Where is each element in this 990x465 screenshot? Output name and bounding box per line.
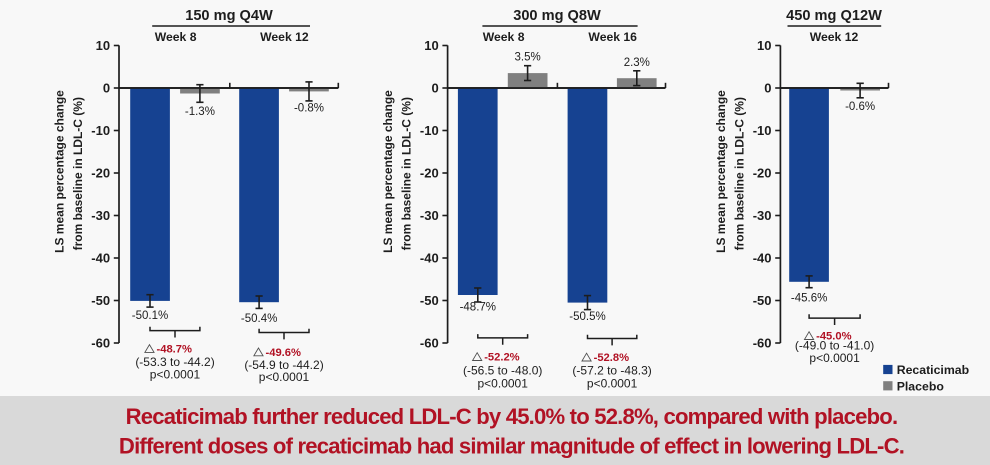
svg-text:Recaticimab: Recaticimab (897, 363, 969, 377)
svg-text:-48.7%: -48.7% (157, 343, 192, 355)
svg-text:-52.2%: -52.2% (484, 352, 519, 364)
svg-text:-50.5%: -50.5% (569, 311, 605, 323)
svg-text:-50: -50 (420, 293, 439, 308)
svg-text:p<0.0001: p<0.0001 (587, 377, 638, 391)
svg-text:LS mean percentage change: LS mean percentage change (53, 90, 67, 253)
svg-text:2.3%: 2.3% (624, 57, 650, 69)
svg-text:10: 10 (757, 38, 771, 53)
svg-text:0: 0 (431, 81, 438, 96)
svg-text:-52.8%: -52.8% (594, 352, 629, 364)
svg-text:10: 10 (96, 38, 110, 53)
svg-text:from baseline in LDL-C (%): from baseline in LDL-C (%) (732, 97, 746, 250)
svg-text:-10: -10 (753, 123, 772, 138)
svg-text:0: 0 (103, 81, 110, 96)
svg-text:-20: -20 (420, 166, 439, 181)
svg-text:3.5%: 3.5% (514, 51, 540, 63)
svg-text:Week 8: Week 8 (155, 30, 197, 44)
svg-text:-1.3%: -1.3% (185, 106, 215, 118)
svg-text:Different doses of recaticimab: Different doses of recaticimab had simil… (119, 433, 904, 458)
svg-text:(-54.9 to -44.2): (-54.9 to -44.2) (244, 358, 323, 372)
svg-text:-45.6%: -45.6% (791, 292, 827, 304)
svg-text:-60: -60 (420, 336, 439, 351)
svg-text:-0.6%: -0.6% (845, 101, 875, 113)
svg-text:0: 0 (764, 81, 771, 96)
svg-text:-45.0%: -45.0% (816, 331, 851, 343)
svg-text:-40: -40 (91, 251, 110, 266)
svg-text:-10: -10 (91, 123, 110, 138)
svg-text:-40: -40 (753, 251, 772, 266)
svg-text:from baseline in LDL-C (%): from baseline in LDL-C (%) (400, 97, 414, 250)
svg-text:-48.7%: -48.7% (460, 302, 496, 314)
svg-text:from baseline in LDL-C (%): from baseline in LDL-C (%) (71, 97, 85, 250)
svg-text:-10: -10 (420, 123, 439, 138)
svg-text:Week 16: Week 16 (588, 30, 637, 44)
svg-text:p<0.0001: p<0.0001 (809, 351, 860, 365)
svg-text:10: 10 (424, 38, 438, 53)
svg-text:150 mg Q4W: 150 mg Q4W (185, 8, 273, 24)
svg-text:p<0.0001: p<0.0001 (150, 368, 201, 382)
svg-text:LS mean percentage change: LS mean percentage change (714, 90, 728, 253)
svg-text:300 mg Q8W: 300 mg Q8W (513, 8, 601, 24)
svg-text:p<0.0001: p<0.0001 (478, 376, 529, 390)
svg-text:(-57.2 to -48.3): (-57.2 to -48.3) (572, 364, 651, 378)
svg-text:Week 12: Week 12 (260, 30, 309, 44)
svg-text:Week 8: Week 8 (483, 30, 525, 44)
svg-text:-20: -20 (91, 166, 110, 181)
svg-text:-30: -30 (753, 208, 772, 223)
svg-text:-50.4%: -50.4% (241, 313, 277, 325)
svg-text:(-49.0 to -41.0): (-49.0 to -41.0) (795, 339, 874, 353)
svg-text:-60: -60 (753, 336, 772, 351)
svg-text:LS mean percentage change: LS mean percentage change (381, 90, 395, 253)
svg-text:p<0.0001: p<0.0001 (259, 370, 310, 384)
svg-text:-50: -50 (91, 293, 110, 308)
svg-text:(-53.3 to -44.2): (-53.3 to -44.2) (135, 355, 214, 369)
svg-text:Placebo: Placebo (897, 379, 945, 393)
svg-text:-20: -20 (753, 166, 772, 181)
svg-text:-30: -30 (91, 208, 110, 223)
svg-text:-0.8%: -0.8% (294, 103, 324, 115)
svg-text:Recaticimab further reduced LD: Recaticimab further reduced LDL-C by 45.… (126, 404, 898, 429)
svg-text:(-56.5 to -48.0): (-56.5 to -48.0) (463, 364, 542, 378)
svg-text:-30: -30 (420, 208, 439, 223)
svg-text:-50: -50 (753, 293, 772, 308)
svg-text:-40: -40 (420, 251, 439, 266)
svg-text:-49.6%: -49.6% (266, 347, 301, 359)
svg-text:-60: -60 (91, 336, 110, 351)
svg-text:450 mg Q12W: 450 mg Q12W (786, 8, 882, 24)
svg-text:-50.1%: -50.1% (132, 310, 168, 322)
svg-text:Week 12: Week 12 (810, 30, 859, 44)
